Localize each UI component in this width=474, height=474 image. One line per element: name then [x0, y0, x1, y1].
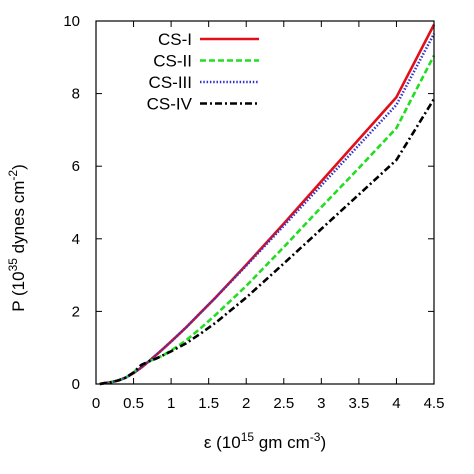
y-axis-unit: dynes cm [9, 181, 28, 258]
legend-label-cs-i: CS-I [158, 30, 192, 49]
x-axis-label: ε (1015 gm cm-3) [204, 430, 326, 452]
x-tick-label: 0.5 [123, 395, 144, 412]
x-axis-prefix: (10 [211, 433, 240, 452]
y-axis-unit-exponent: -2 [6, 170, 20, 181]
x-tick-label: 2 [242, 395, 250, 412]
series-line-cs-iv [99, 98, 436, 386]
y-tick-label: 2 [72, 303, 80, 320]
x-tick-label: 3.5 [348, 395, 369, 412]
y-tick-label: 6 [72, 158, 80, 175]
y-tick-label: 0 [72, 376, 80, 393]
x-axis-unit: gm cm [254, 433, 310, 452]
y-axis-symbol: P [9, 301, 28, 312]
tick-labels-layer: 0 0.5 1 1.5 2 2.5 3 3.5 4 4.5 0 2 4 6 8 10 [63, 13, 444, 412]
x-tick-label: 4.5 [424, 395, 445, 412]
ticks-layer [95, 20, 435, 385]
legend-label-cs-ii: CS-II [153, 52, 192, 71]
x-axis-unit-exponent: -3 [310, 430, 321, 444]
plot-frame [95, 20, 435, 385]
y-tick-label: 10 [63, 13, 80, 30]
x-tick-label: 1 [167, 395, 175, 412]
x-tick-label: 1.5 [198, 395, 219, 412]
x-tick-label: 0 [92, 395, 100, 412]
x-axis-exponent: 15 [241, 430, 255, 444]
legend: CS-I CS-II CS-III CS-IV [147, 30, 259, 114]
x-axis-symbol: ε [204, 433, 212, 452]
y-axis-suffix: ) [9, 164, 28, 170]
series-layer [99, 24, 436, 386]
x-axis-suffix: ) [320, 433, 326, 452]
y-axis-prefix: (10 [9, 271, 28, 300]
y-tick-label: 4 [72, 231, 80, 248]
x-tick-label: 4 [392, 395, 400, 412]
legend-label-cs-iii: CS-III [149, 73, 192, 92]
x-tick-label: 2.5 [273, 395, 294, 412]
legend-label-cs-iv: CS-IV [147, 95, 193, 114]
y-axis-exponent: 35 [6, 258, 20, 272]
y-axis-label: P (1035 dynes cm-2) [6, 164, 28, 312]
y-tick-label: 8 [72, 86, 80, 103]
x-tick-label: 3 [317, 395, 325, 412]
